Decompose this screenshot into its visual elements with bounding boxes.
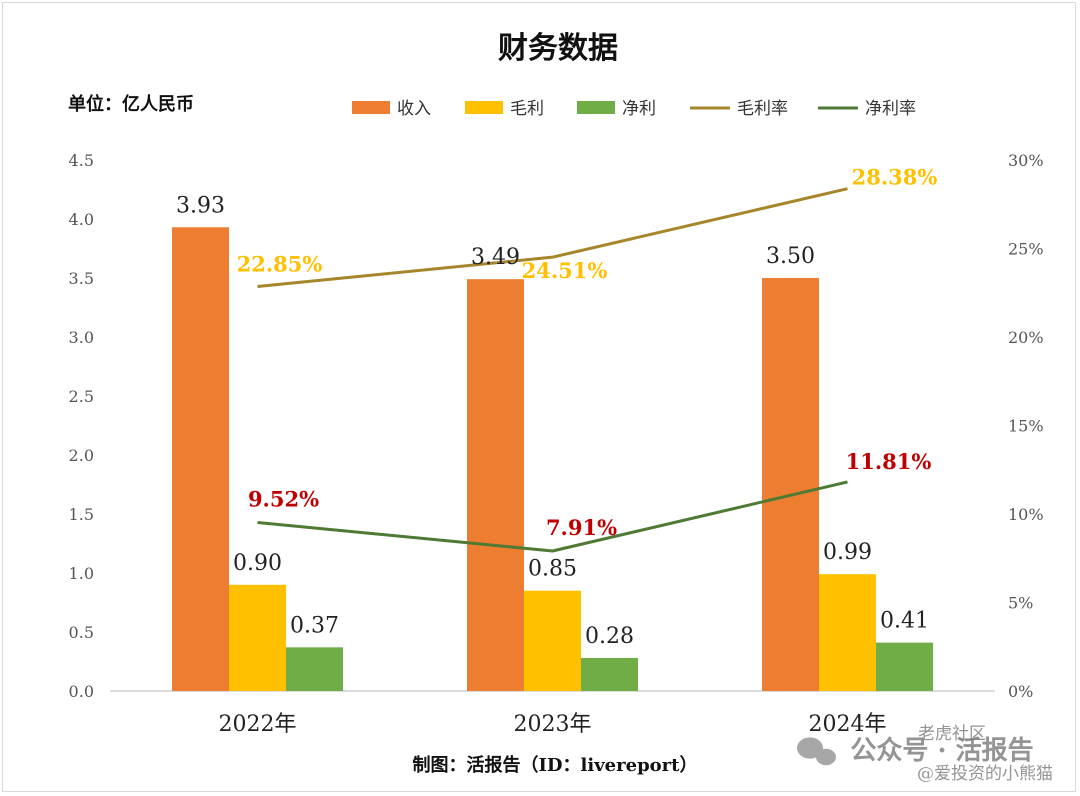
line-value-label: 28.38%: [852, 165, 938, 190]
bar-value-label: 3.50: [766, 244, 815, 269]
line-series: [257, 187, 848, 289]
y-left-tick-label: 3.5: [69, 269, 94, 288]
line-value-label: 7.91%: [546, 515, 617, 540]
bar: [524, 590, 581, 691]
y-left-tick-label: 3.0: [69, 328, 94, 347]
y-right-tick-label: 30%: [1008, 151, 1044, 170]
watermark-community: 老虎社区: [918, 724, 986, 744]
bar: [286, 647, 343, 691]
y-left-tick-label: 1.0: [69, 564, 94, 583]
legend-swatch: [577, 101, 615, 114]
y-right-tick-label: 10%: [1008, 505, 1044, 524]
chart-title: 财务数据: [498, 31, 618, 66]
lines: [257, 187, 848, 553]
legend-label: 毛利: [510, 99, 544, 119]
watermark: 老虎社区 公众号 · 活报告 @爱投资的小熊猫: [797, 724, 1053, 784]
y-right-tick-label: 0%: [1008, 682, 1033, 701]
legend-label: 净利率: [865, 99, 916, 119]
axes: 0.0 0.5 1.0 1.5 2.0 2.5 3.0 3.5 4.0 4.5 0% 5% 10% 15%…: [69, 151, 1044, 737]
line-value-label: 9.52%: [248, 486, 319, 511]
bar: [467, 279, 524, 691]
watermark-user: @爱投资的小熊猫: [917, 764, 1053, 784]
x-tick-label: 2022年: [219, 712, 297, 737]
bar: [581, 657, 638, 691]
x-tick-label: 2024年: [809, 712, 887, 737]
y-left-tick-label: 4.5: [69, 151, 94, 170]
bar-value-label: 0.85: [528, 557, 577, 582]
y-right-tick-label: 15%: [1008, 417, 1044, 436]
bar-value-label: 0.41: [880, 609, 929, 634]
line-value-label: 11.81%: [846, 449, 932, 474]
legend-swatch: [465, 101, 503, 114]
bar: [172, 227, 229, 691]
watermark-account: 公众号 · 活报告: [850, 735, 1033, 766]
legend-label: 毛利率: [737, 99, 788, 119]
legend-label: 净利: [622, 99, 656, 119]
unit-label: 单位：亿人民币: [68, 93, 194, 115]
bar: [876, 642, 933, 691]
data-labels: 3.93 3.49 3.50 0.90 0.85 0.99 0.37 0.28 0.41 22.8…: [176, 165, 937, 649]
y-left-tick-label: 2.5: [69, 387, 94, 406]
bar-value-label: 0.28: [585, 624, 634, 649]
bar-value-label: 0.37: [290, 613, 339, 638]
x-tick-label: 2023年: [514, 712, 592, 737]
legend-label: 收入: [397, 99, 431, 119]
bar: [819, 574, 876, 691]
line-value-label: 22.85%: [237, 252, 323, 277]
y-left-tick-label: 0.0: [69, 682, 94, 701]
y-right-tick-label: 5%: [1008, 594, 1033, 613]
y-right-tick-label: 20%: [1008, 328, 1044, 347]
bars: [172, 227, 933, 691]
wechat-icon-bubble: [797, 737, 823, 759]
line-series: [257, 480, 848, 553]
y-right-tick-label: 25%: [1008, 240, 1044, 259]
legend: 收入 毛利 净利 毛利率 净利率: [352, 99, 916, 119]
line-value-label: 24.51%: [522, 258, 608, 283]
y-left-tick-label: 1.5: [69, 505, 94, 524]
bar: [762, 278, 819, 691]
bar-value-label: 3.49: [471, 245, 520, 270]
wechat-icon-bubble: [816, 748, 836, 766]
bar-value-label: 3.93: [176, 193, 225, 218]
y-left-tick-label: 0.5: [69, 623, 94, 642]
bar: [229, 584, 286, 691]
wechat-icon: [797, 737, 836, 766]
source-note: 制图：活报告（ID：livereport）: [413, 754, 698, 776]
y-left-tick-label: 4.0: [69, 210, 94, 229]
y-left-tick-label: 2.0: [69, 446, 94, 465]
bar-value-label: 0.99: [823, 540, 872, 565]
legend-swatch: [352, 101, 390, 114]
bar-value-label: 0.90: [233, 551, 282, 576]
